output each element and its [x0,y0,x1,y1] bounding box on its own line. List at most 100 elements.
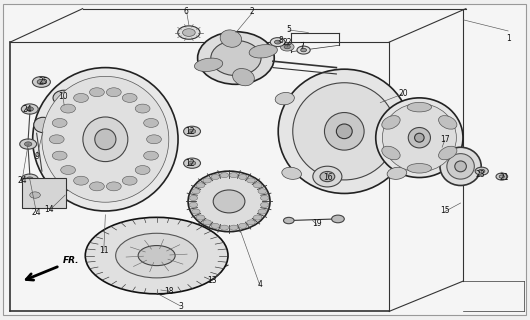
Ellipse shape [278,69,410,194]
Ellipse shape [297,46,310,54]
Circle shape [238,174,247,180]
Circle shape [246,220,255,225]
Circle shape [147,135,162,144]
Circle shape [229,225,238,230]
Ellipse shape [313,166,342,187]
Text: 14: 14 [45,205,54,214]
Text: 2: 2 [250,7,254,16]
Circle shape [30,192,40,198]
Ellipse shape [233,68,254,86]
Ellipse shape [479,169,485,173]
Ellipse shape [414,133,424,142]
Text: 21: 21 [499,173,509,182]
Text: 19: 19 [312,219,322,228]
Circle shape [122,93,137,102]
Text: 12: 12 [185,127,195,136]
Circle shape [74,176,89,185]
Circle shape [260,202,269,207]
Circle shape [154,285,168,294]
Text: 15: 15 [440,206,449,215]
Circle shape [37,79,46,84]
Ellipse shape [447,154,474,179]
Ellipse shape [440,147,481,186]
Ellipse shape [407,164,431,173]
Circle shape [280,43,294,51]
Circle shape [21,174,38,184]
Ellipse shape [85,217,228,294]
Ellipse shape [249,44,277,58]
Ellipse shape [220,30,242,47]
Circle shape [284,217,294,224]
Ellipse shape [496,173,508,180]
Ellipse shape [188,171,270,232]
Ellipse shape [182,29,195,36]
Text: 13: 13 [207,276,217,285]
Ellipse shape [213,190,245,213]
Ellipse shape [53,90,75,106]
Text: 11: 11 [99,246,109,255]
Text: 22: 22 [283,38,293,47]
Ellipse shape [178,26,200,39]
Ellipse shape [320,172,335,182]
Circle shape [284,45,290,49]
Ellipse shape [337,124,352,139]
Circle shape [144,151,158,160]
Ellipse shape [116,233,198,278]
Circle shape [192,209,200,214]
Text: 3: 3 [178,302,183,311]
Text: 17: 17 [440,135,449,144]
Circle shape [196,183,205,188]
Circle shape [32,76,50,87]
Circle shape [21,104,38,114]
Circle shape [49,135,64,144]
Circle shape [258,209,267,214]
Text: 24: 24 [32,208,41,217]
Text: 20: 20 [399,89,408,98]
Circle shape [211,174,219,180]
Ellipse shape [382,146,400,160]
Circle shape [246,178,255,183]
Ellipse shape [475,167,488,175]
Text: 5: 5 [286,25,291,34]
Ellipse shape [34,117,52,132]
Text: 12: 12 [185,159,195,168]
Text: 10: 10 [58,92,68,101]
Circle shape [200,273,210,279]
Ellipse shape [138,245,175,266]
Circle shape [135,165,150,174]
Circle shape [107,88,121,97]
Circle shape [188,161,196,165]
Ellipse shape [382,116,400,129]
Text: 4: 4 [257,280,262,289]
Circle shape [135,104,150,113]
Ellipse shape [438,146,457,160]
Ellipse shape [211,41,261,76]
Text: 24: 24 [22,105,32,114]
Circle shape [188,129,196,133]
Text: 25: 25 [38,77,48,86]
Ellipse shape [42,76,169,202]
Circle shape [26,107,33,111]
Ellipse shape [59,94,69,101]
Ellipse shape [324,113,364,150]
Circle shape [192,189,200,194]
Circle shape [61,165,75,174]
Circle shape [74,93,89,102]
Circle shape [107,182,121,191]
Ellipse shape [282,167,302,180]
Ellipse shape [275,92,294,105]
Circle shape [24,142,32,146]
Circle shape [20,139,37,149]
Text: 24: 24 [17,176,26,185]
Circle shape [122,176,137,185]
Text: 1: 1 [506,35,510,44]
Text: 16: 16 [324,173,333,182]
Circle shape [52,118,67,127]
Circle shape [220,173,228,178]
Circle shape [183,126,200,136]
Ellipse shape [270,38,285,47]
Circle shape [260,196,269,201]
FancyBboxPatch shape [22,179,66,208]
Circle shape [229,173,238,178]
Text: 7: 7 [299,42,304,52]
